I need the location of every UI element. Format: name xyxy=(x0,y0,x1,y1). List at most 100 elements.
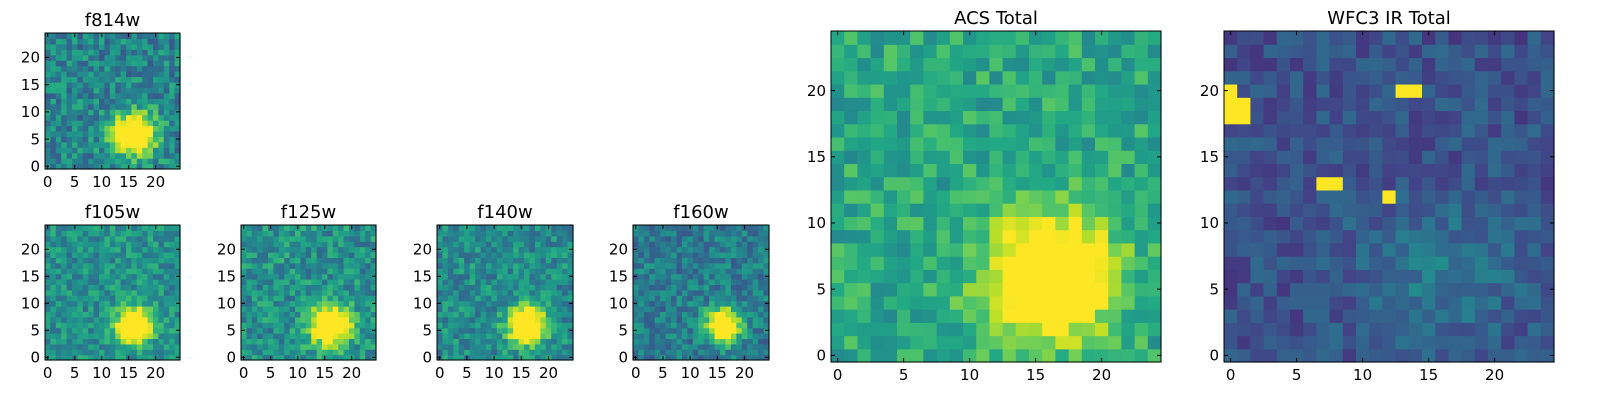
heatmap-cell xyxy=(692,241,699,248)
heatmap-cell xyxy=(142,295,149,302)
heatmap-cell xyxy=(311,225,318,231)
heatmap-cell xyxy=(1121,229,1136,244)
heatmap-cell xyxy=(897,44,911,59)
heatmap-cell xyxy=(1002,83,1017,98)
heatmap-cell xyxy=(316,338,323,345)
heatmap-cell xyxy=(687,327,694,334)
heatmap-cell xyxy=(491,316,498,323)
heatmap-cell xyxy=(1540,136,1555,151)
heatmap-cell xyxy=(174,125,181,132)
heatmap-cell xyxy=(897,203,911,217)
heatmap-cell xyxy=(1303,83,1317,98)
heatmap-cell xyxy=(442,338,449,345)
heatmap-cell xyxy=(82,295,89,302)
heatmap-cell xyxy=(147,125,154,132)
heatmap-cell xyxy=(77,109,84,116)
heatmap-cell xyxy=(1448,70,1463,85)
heatmap-cell xyxy=(1055,110,1070,125)
heatmap-cell xyxy=(354,279,361,285)
heatmap-cell xyxy=(289,343,296,350)
heatmap-cell xyxy=(1224,189,1238,204)
heatmap-cell xyxy=(115,252,122,258)
heatmap-cell xyxy=(1276,44,1291,59)
heatmap-cell xyxy=(268,257,274,264)
heatmap-cell xyxy=(638,306,645,312)
heatmap-cell xyxy=(758,338,765,345)
heatmap-cell xyxy=(1540,57,1555,72)
heatmap-cell xyxy=(1121,203,1136,217)
heatmap-cell xyxy=(300,262,307,269)
heatmap-cell xyxy=(1015,136,1030,151)
heatmap-cell xyxy=(169,284,176,291)
heatmap-cell xyxy=(638,284,645,291)
heatmap-cell xyxy=(262,230,269,237)
heatmap-cell xyxy=(349,316,355,323)
heatmap-cell xyxy=(349,338,355,345)
heatmap-cell xyxy=(131,54,138,61)
heatmap-cell xyxy=(72,279,78,285)
heatmap-cell xyxy=(989,163,1004,178)
heatmap-cell xyxy=(343,354,350,361)
heatmap-cell xyxy=(464,246,471,253)
heatmap-cell xyxy=(300,300,307,307)
axes-frame xyxy=(44,224,181,361)
heatmap-cell xyxy=(949,70,964,85)
heatmap-cell xyxy=(730,316,737,323)
heatmap-cell xyxy=(442,306,449,312)
heatmap-cell xyxy=(50,114,57,121)
heatmap-cell xyxy=(1316,136,1331,151)
x-tick-label: 5 xyxy=(462,364,472,382)
heatmap-cell xyxy=(458,295,465,302)
heatmap-cell xyxy=(469,252,476,258)
heatmap-cell xyxy=(77,306,84,312)
heatmap-cell xyxy=(1488,348,1502,363)
heatmap-cell xyxy=(66,235,73,242)
heatmap-cell xyxy=(88,246,95,253)
heatmap-cell xyxy=(638,300,645,307)
heatmap-cell xyxy=(758,235,765,242)
heatmap-cell xyxy=(349,327,355,334)
heatmap-cell xyxy=(316,273,323,280)
heatmap-cell xyxy=(136,284,143,291)
heatmap-cell xyxy=(163,38,170,45)
heatmap-cell xyxy=(136,81,143,88)
heatmap-cell xyxy=(1527,282,1542,297)
heatmap-cell xyxy=(567,306,574,312)
heatmap-cell xyxy=(485,343,492,350)
heatmap-cell xyxy=(77,349,84,356)
y-tick-label: 15 xyxy=(1200,148,1219,166)
heatmap-cell xyxy=(1395,242,1410,257)
heatmap-cell xyxy=(332,268,339,275)
heatmap-cell xyxy=(109,33,116,40)
heatmap-cell xyxy=(649,316,656,323)
heatmap-cell xyxy=(251,230,258,237)
heatmap-cell xyxy=(469,327,476,334)
heatmap-cell xyxy=(649,349,656,356)
heatmap-cell xyxy=(660,273,667,280)
heatmap-cell xyxy=(923,57,938,72)
heatmap-cell xyxy=(1514,31,1529,45)
heatmap-cell xyxy=(109,306,116,312)
heatmap-cell xyxy=(136,306,143,312)
heatmap-cell xyxy=(1055,44,1070,59)
heatmap-cell xyxy=(295,316,301,323)
heatmap-cell xyxy=(311,235,318,242)
heatmap-cell xyxy=(300,316,307,323)
heatmap-cell xyxy=(126,252,132,258)
heatmap-cell xyxy=(343,338,350,345)
heatmap-cell xyxy=(480,295,487,302)
heatmap-cell xyxy=(502,322,509,329)
heatmap-cell xyxy=(169,103,176,110)
heatmap-cell xyxy=(327,343,334,350)
heatmap-cell xyxy=(115,327,122,334)
heatmap-cell xyxy=(638,343,645,350)
heatmap-cell xyxy=(278,311,285,318)
heatmap-cell xyxy=(524,300,531,307)
heatmap-cell xyxy=(1395,163,1410,178)
heatmap-cell xyxy=(153,98,159,105)
heatmap-cell xyxy=(246,273,253,280)
heatmap-cell xyxy=(50,225,57,231)
heatmap-cell xyxy=(529,333,536,339)
heatmap-cell xyxy=(1121,282,1136,297)
heatmap-cell xyxy=(1002,216,1017,231)
